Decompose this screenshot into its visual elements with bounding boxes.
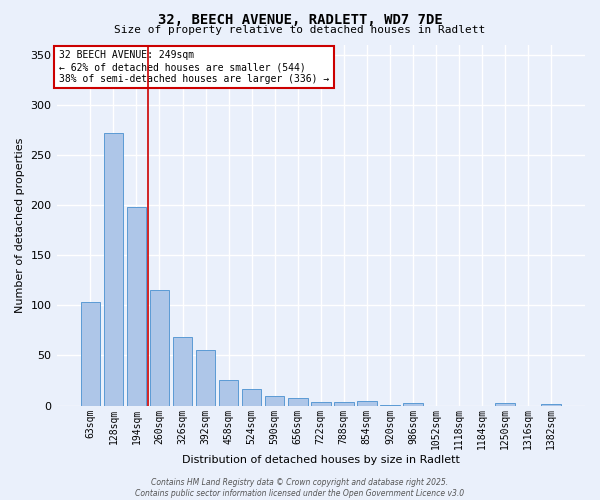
Bar [311,402,331,406]
Bar [357,400,377,406]
Text: 32, BEECH AVENUE, RADLETT, WD7 7DE: 32, BEECH AVENUE, RADLETT, WD7 7DE [158,12,442,26]
Bar [403,402,423,406]
Text: Size of property relative to detached houses in Radlett: Size of property relative to detached ho… [115,25,485,35]
Bar [104,133,123,406]
Y-axis label: Number of detached properties: Number of detached properties [15,138,25,313]
Text: 32 BEECH AVENUE: 249sqm
← 62% of detached houses are smaller (544)
38% of semi-d: 32 BEECH AVENUE: 249sqm ← 62% of detache… [59,50,329,84]
Bar [265,396,284,406]
Bar [380,404,400,406]
X-axis label: Distribution of detached houses by size in Radlett: Distribution of detached houses by size … [182,455,460,465]
Bar [149,290,169,406]
Bar [288,398,308,406]
Bar [173,338,193,406]
Bar [80,302,100,406]
Bar [219,380,238,406]
Bar [127,207,146,406]
Bar [242,388,262,406]
Text: Contains HM Land Registry data © Crown copyright and database right 2025.
Contai: Contains HM Land Registry data © Crown c… [136,478,464,498]
Bar [541,404,561,406]
Bar [496,402,515,406]
Bar [196,350,215,406]
Bar [334,402,353,406]
